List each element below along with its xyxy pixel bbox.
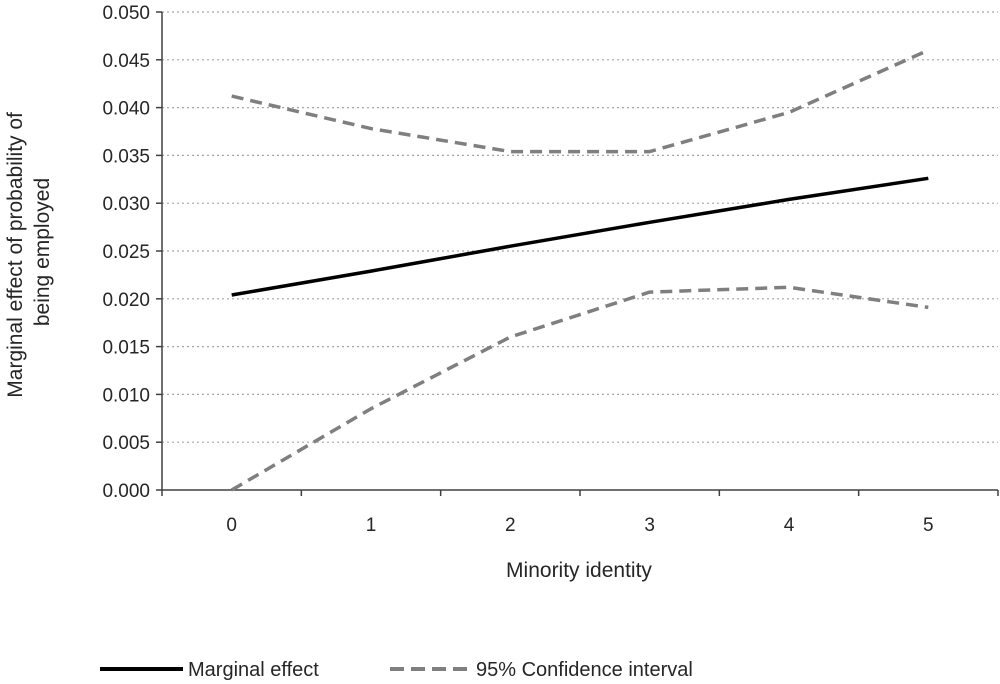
- series-line-marginal-effect: [231, 176, 929, 297]
- y-tick-label: 0.040: [102, 99, 150, 120]
- y-tick-label: 0.030: [102, 194, 150, 215]
- y-tick-label: 0.000: [102, 481, 150, 502]
- y-tick-label: 0.025: [102, 242, 150, 263]
- x-tick-label: 5: [923, 515, 934, 536]
- x-tick-label: 1: [366, 515, 377, 536]
- y-axis-title-line-2: being employed: [31, 178, 54, 326]
- y-tick-label: 0.050: [102, 3, 150, 24]
- series-line-ci-lower: [230, 285, 929, 492]
- legend-item-marginal-effect: Marginal effect: [100, 659, 319, 681]
- y-tick-label: 0.020: [102, 290, 150, 311]
- series-line-ci-upper: [231, 48, 930, 154]
- x-axis-title: Minority identity: [506, 559, 652, 582]
- gridlines: [162, 11, 998, 443]
- x-tick-label: 2: [505, 515, 516, 536]
- x-tick-label: 0: [226, 515, 237, 536]
- x-axis-ticks: 0 1 2 3 4 5: [161, 490, 999, 536]
- legend: Marginal effect 95% Confidence interval: [100, 659, 693, 681]
- series-lines: [230, 48, 930, 492]
- y-tick-label: 0.035: [102, 146, 150, 167]
- y-tick-label: 0.015: [102, 338, 150, 359]
- y-tick-label: 0.045: [102, 51, 150, 72]
- y-tick-label: 0.005: [102, 433, 150, 454]
- legend-label: 95% Confidence interval: [476, 659, 693, 681]
- legend-label: Marginal effect: [188, 659, 319, 681]
- x-tick-label: 4: [784, 515, 795, 536]
- legend-item-confidence-interval: 95% Confidence interval: [390, 659, 693, 681]
- x-tick-label: 3: [644, 515, 655, 536]
- y-axis-title-line-1: Marginal effect of probability of: [4, 112, 27, 398]
- y-axis-title: Marginal effect of probability of being …: [4, 106, 54, 397]
- y-tick-label: 0.010: [102, 385, 150, 406]
- y-axis-ticks: 0.000 0.005 0.010 0.015 0.020 0.025 0.030 0.035…: [102, 3, 162, 502]
